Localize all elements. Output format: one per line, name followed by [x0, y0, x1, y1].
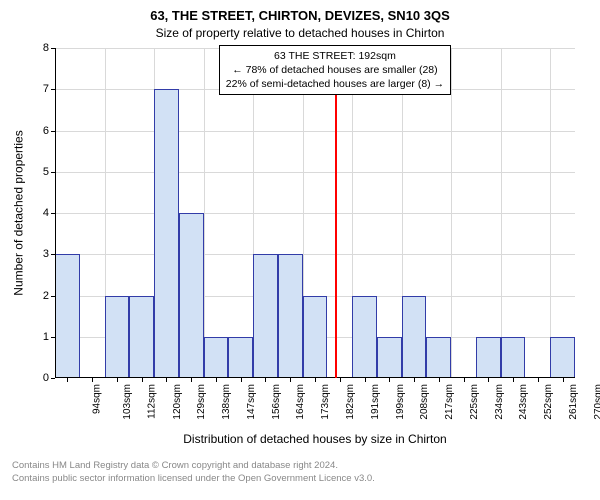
xtick-mark	[265, 378, 266, 382]
ytick-label: 3	[43, 248, 49, 260]
gridline-v	[451, 48, 452, 378]
bar	[377, 337, 402, 378]
ytick-mark	[51, 378, 55, 379]
xtick-mark	[563, 378, 564, 382]
y-axis-label: Number of detached properties	[12, 130, 26, 295]
xtick-mark	[414, 378, 415, 382]
title-main: 63, THE STREET, CHIRTON, DEVIZES, SN10 3…	[0, 8, 600, 23]
footer-line-1: Contains HM Land Registry data © Crown c…	[12, 460, 338, 472]
bar	[476, 337, 501, 378]
bar	[278, 254, 303, 378]
xtick-mark	[488, 378, 489, 382]
xtick-mark	[191, 378, 192, 382]
bar	[501, 337, 526, 378]
ytick-label: 7	[43, 83, 49, 95]
bar	[352, 296, 377, 379]
annotation-line: 63 THE STREET: 192sqm	[226, 49, 444, 63]
xtick-label: 199sqm	[395, 384, 406, 420]
bar	[402, 296, 427, 379]
ytick-label: 0	[43, 372, 49, 384]
xtick-label: 182sqm	[345, 384, 356, 420]
xtick-label: 138sqm	[221, 384, 232, 420]
xtick-label: 120sqm	[172, 384, 183, 420]
title-sub: Size of property relative to detached ho…	[0, 26, 600, 40]
bar	[55, 254, 80, 378]
bar	[253, 254, 278, 378]
xtick-mark	[67, 378, 68, 382]
ytick-label: 8	[43, 42, 49, 54]
gridline-h	[55, 254, 575, 255]
bar	[105, 296, 130, 379]
annotation-line: ← 78% of detached houses are smaller (28…	[226, 63, 444, 77]
xtick-label: 234sqm	[494, 384, 505, 420]
footer-line-2: Contains public sector information licen…	[12, 473, 375, 485]
xtick-label: 191sqm	[370, 384, 381, 420]
bar	[154, 89, 179, 378]
xtick-label: 94sqm	[92, 384, 103, 414]
xtick-mark	[340, 378, 341, 382]
xtick-mark	[464, 378, 465, 382]
xtick-label: 103sqm	[122, 384, 133, 420]
ytick-label: 6	[43, 125, 49, 137]
bar	[129, 296, 154, 379]
xtick-mark	[92, 378, 93, 382]
xtick-label: 243sqm	[518, 384, 529, 420]
xtick-label: 270sqm	[593, 384, 600, 420]
xtick-mark	[290, 378, 291, 382]
xtick-label: 173sqm	[320, 384, 331, 420]
gridline-h	[55, 131, 575, 132]
xtick-label: 225sqm	[469, 384, 480, 420]
bar	[303, 296, 328, 379]
annotation-line: 22% of semi-detached houses are larger (…	[226, 77, 444, 91]
ytick-label: 4	[43, 207, 49, 219]
xtick-label: 217sqm	[444, 384, 455, 420]
bar	[550, 337, 575, 378]
xtick-mark	[166, 378, 167, 382]
ytick-label: 2	[43, 290, 49, 302]
xtick-mark	[439, 378, 440, 382]
xtick-label: 156sqm	[271, 384, 282, 420]
xtick-label: 112sqm	[146, 384, 157, 419]
axis-left	[55, 48, 56, 378]
gridline-h	[55, 172, 575, 173]
bar	[204, 337, 229, 378]
y-axis-label-wrap: Number of detached properties	[12, 48, 26, 378]
gridline-v	[204, 48, 205, 378]
xtick-mark	[315, 378, 316, 382]
xtick-mark	[538, 378, 539, 382]
xtick-mark	[365, 378, 366, 382]
xtick-label: 129sqm	[197, 384, 208, 420]
bar	[426, 337, 451, 378]
x-axis-label: Distribution of detached houses by size …	[55, 432, 575, 446]
xtick-label: 208sqm	[419, 384, 430, 420]
xtick-label: 252sqm	[543, 384, 554, 420]
ytick-label: 1	[43, 331, 49, 343]
xtick-label: 164sqm	[296, 384, 307, 420]
xtick-mark	[117, 378, 118, 382]
xtick-mark	[142, 378, 143, 382]
ytick-label: 5	[43, 166, 49, 178]
bar	[228, 337, 253, 378]
xtick-mark	[513, 378, 514, 382]
xtick-mark	[241, 378, 242, 382]
xtick-mark	[216, 378, 217, 382]
axis-bottom	[55, 377, 575, 378]
bar	[179, 213, 204, 378]
gridline-v	[550, 48, 551, 378]
xtick-label: 147sqm	[246, 384, 257, 420]
xtick-label: 261sqm	[568, 384, 579, 420]
chart-container: 63, THE STREET, CHIRTON, DEVIZES, SN10 3…	[0, 0, 600, 500]
xtick-mark	[389, 378, 390, 382]
reference-line	[335, 48, 337, 378]
annotation-box: 63 THE STREET: 192sqm← 78% of detached h…	[219, 45, 451, 96]
gridline-h	[55, 213, 575, 214]
gridline-v	[501, 48, 502, 378]
plot-area: 01234567894sqm103sqm112sqm120sqm129sqm13…	[55, 48, 575, 378]
